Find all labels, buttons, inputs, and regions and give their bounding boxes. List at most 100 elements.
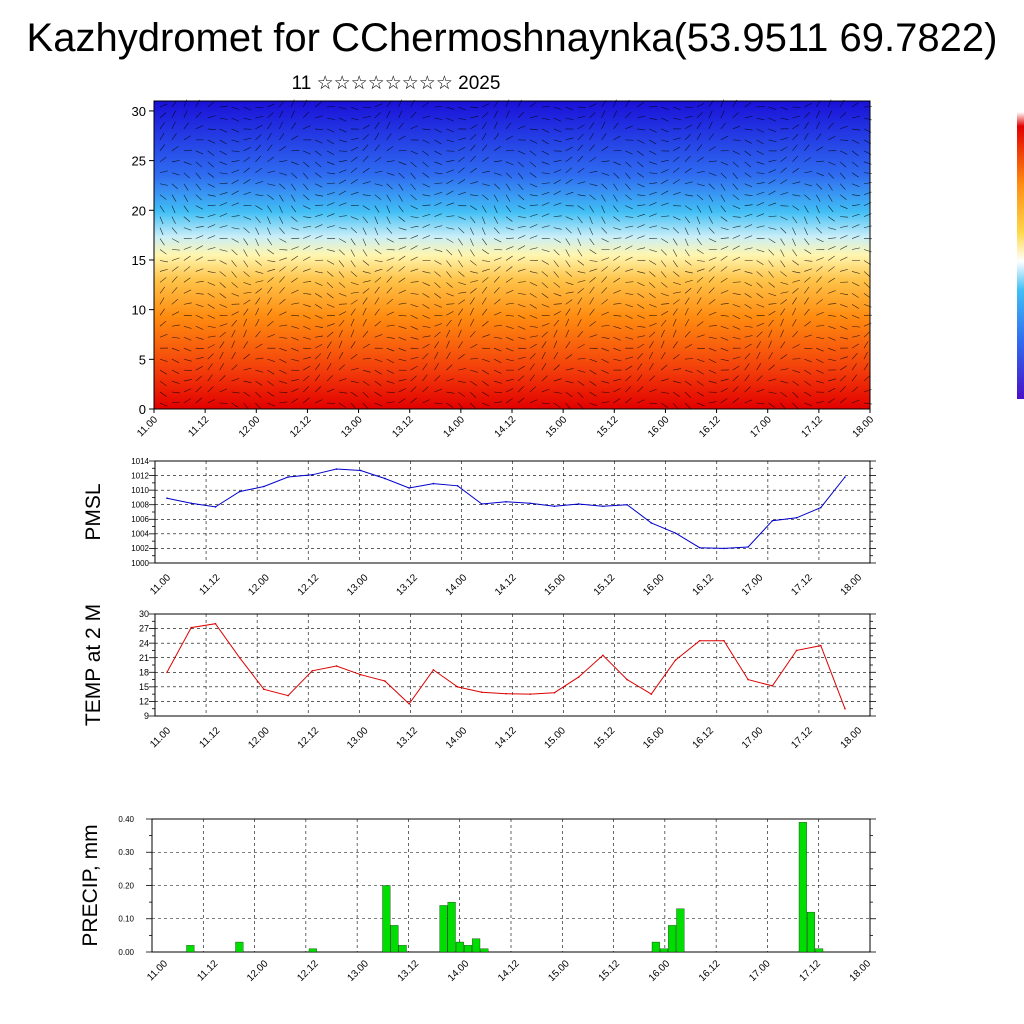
wind-barb (613, 336, 621, 341)
pmsl-data-point (698, 546, 701, 549)
wind-barb (649, 323, 657, 327)
wind-barb (553, 139, 562, 143)
wind-barb (768, 139, 777, 143)
wind-barb (840, 216, 849, 218)
wind-barb (207, 101, 215, 108)
wind-barb (398, 378, 407, 382)
wind-barb (517, 365, 525, 371)
pmsl-data-point (819, 506, 822, 509)
wind-barb (374, 391, 382, 397)
wind-barb (362, 227, 367, 235)
wind-barb (852, 247, 860, 250)
heatmap-x-tick-label: 14.12 (493, 414, 519, 440)
wind-barb (291, 216, 298, 222)
wind-barb (780, 368, 789, 371)
wind-barb (255, 194, 264, 196)
wind-barb (852, 115, 860, 119)
wind-barb (291, 302, 300, 305)
wind-barb (649, 331, 656, 338)
wind-barb (255, 238, 259, 246)
wind-barb (231, 271, 237, 278)
wind-barb (171, 324, 180, 327)
wind-barb (816, 205, 820, 214)
wind-barb (350, 299, 358, 305)
wind-barb (458, 249, 463, 257)
wind-barb (255, 402, 262, 409)
wind-barb (374, 286, 380, 294)
wind-barb (720, 325, 729, 329)
wind-barb (744, 363, 750, 371)
wind-barb (637, 128, 646, 131)
wind-barb (863, 225, 872, 228)
wind-barb (219, 260, 227, 265)
wind-barb (493, 311, 502, 316)
wind-barb (291, 205, 297, 213)
wind-barb (756, 304, 765, 308)
wind-barb (303, 356, 312, 360)
wind-barb (637, 363, 643, 371)
wind-barb (684, 134, 691, 141)
wind-barb (696, 334, 705, 338)
wind-barb (708, 121, 713, 130)
wind-barb (637, 247, 646, 250)
wind-barb (279, 401, 288, 404)
wind-barb (362, 288, 370, 294)
wind-barb (541, 182, 550, 185)
wind-barb (756, 172, 765, 174)
wind-barb (493, 276, 500, 283)
wind-barb (171, 287, 178, 294)
wind-barb (195, 172, 202, 180)
wind-barb (577, 330, 584, 338)
wind-barb (374, 238, 380, 246)
wind-barb (243, 380, 252, 383)
wind-barb (625, 245, 633, 250)
wind-barb (505, 122, 512, 130)
colorbar (1017, 112, 1024, 399)
wind-barb (183, 135, 191, 141)
wind-barb (434, 304, 442, 308)
wind-barb (219, 375, 226, 382)
wind-barb (553, 128, 562, 133)
wind-barb (708, 205, 713, 214)
wind-barb (267, 308, 273, 316)
heatmap-x-tick-label: 13.12 (390, 414, 416, 440)
wind-barb (792, 297, 797, 305)
wind-barb (243, 146, 251, 152)
wind-barb (446, 169, 454, 174)
wind-barb (660, 260, 667, 268)
wind-barb (386, 276, 393, 283)
wind-barb (255, 249, 260, 257)
wind-barb (672, 341, 678, 349)
wind-barb (553, 169, 562, 174)
wind-barb (708, 299, 716, 305)
wind-barb (314, 161, 322, 168)
wind-barb (828, 216, 835, 222)
wind-barb (863, 375, 871, 382)
wind-barb (553, 340, 558, 349)
wind-barb (648, 341, 654, 349)
pmsl-y-tick-label: 1004 (131, 530, 149, 539)
wind-barb (684, 391, 691, 398)
wind-barb (577, 194, 586, 197)
wind-barb (350, 260, 356, 268)
wind-barb (493, 216, 499, 224)
wind-barb (338, 282, 346, 288)
wind-barb (577, 144, 583, 152)
wind-barb (446, 352, 451, 360)
wind-barb (481, 297, 487, 305)
wind-barb (171, 347, 180, 352)
wind-barb (792, 155, 799, 163)
wind-barb (267, 156, 274, 163)
wind-barb (291, 398, 299, 404)
wind-barb (577, 391, 584, 398)
wind-barb (314, 150, 322, 156)
wind-barb (446, 319, 452, 327)
wind-barb (553, 378, 562, 382)
wind-barb (291, 255, 299, 261)
wind-barb (338, 378, 347, 382)
wind-barb (195, 357, 204, 360)
precip-x-tick-label: 16.12 (697, 958, 723, 984)
wind-barb (255, 205, 263, 211)
wind-barb (219, 271, 227, 277)
wind-barb (756, 182, 765, 185)
